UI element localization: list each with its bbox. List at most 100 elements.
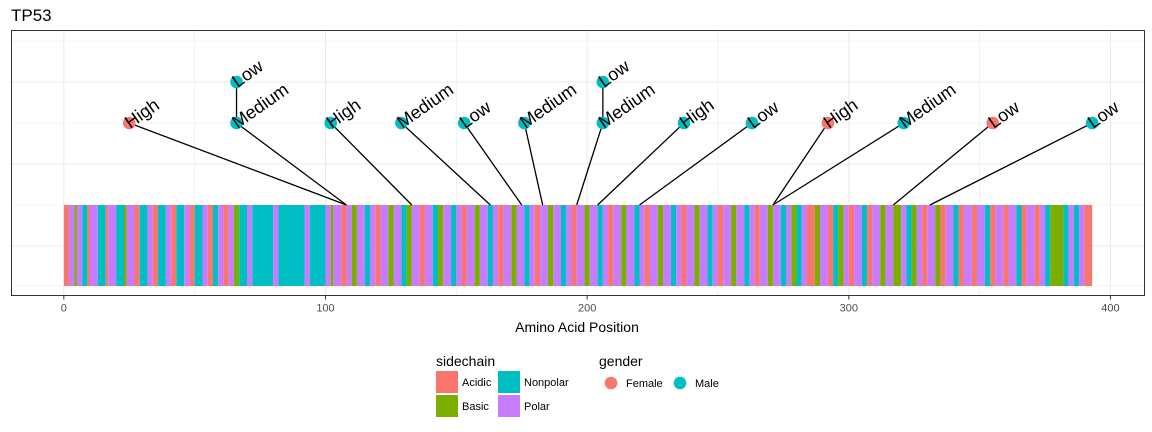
residue-segment <box>87 205 90 286</box>
mutation-point <box>395 116 408 130</box>
residue-segment <box>801 205 807 286</box>
residue-segment <box>202 205 208 286</box>
residue-segment <box>717 205 724 286</box>
residue-segment <box>419 205 425 286</box>
residue-segment <box>346 205 352 286</box>
residue-segment <box>165 205 172 286</box>
residue-segment <box>916 205 923 286</box>
residue-segment <box>626 205 635 286</box>
residue-segment <box>676 205 682 286</box>
residue-segment <box>608 205 614 286</box>
residue-segment <box>712 205 718 286</box>
residue-segment <box>411 205 420 286</box>
mutation-point <box>897 116 911 130</box>
residue-segment <box>984 205 991 286</box>
residue-segment <box>218 205 224 286</box>
residue-segment <box>754 205 760 286</box>
residue-segment <box>393 205 402 286</box>
legend-label-nonpolar: Nonpolar <box>524 377 569 389</box>
residue-segment <box>97 205 106 286</box>
residue-segment <box>524 205 530 286</box>
residue-segment <box>105 205 109 286</box>
residue-segment <box>872 205 881 286</box>
residue-segment <box>1063 205 1069 286</box>
mutation-connectors <box>129 82 1093 206</box>
residue-segment <box>736 205 745 286</box>
residue-segment <box>749 205 755 286</box>
residue-segment <box>333 205 342 286</box>
legend-sidechain-title: sidechain <box>436 353 495 369</box>
mutation-point <box>596 75 610 89</box>
residue-segment <box>613 205 622 286</box>
residue-segment <box>995 205 1004 286</box>
mutation-points <box>122 75 1099 130</box>
residue-segment <box>487 205 493 286</box>
residue-segment <box>233 205 240 286</box>
chart-title: TP53 <box>11 6 52 25</box>
residue-segment <box>451 205 457 286</box>
residue-segment <box>977 205 985 286</box>
residue-segment <box>767 205 773 286</box>
residue-segment <box>351 205 357 286</box>
residue-segment <box>325 205 331 286</box>
residue-segment <box>990 205 996 286</box>
mutation-point <box>821 116 835 130</box>
mutation-connector <box>639 122 753 206</box>
residue-segment <box>516 205 525 286</box>
legend-label-polar: Polar <box>524 401 550 413</box>
residue-segment <box>212 205 219 286</box>
residue-segment <box>922 205 928 286</box>
mutation-point <box>230 75 243 89</box>
residue-segment <box>76 205 83 286</box>
residue-segment <box>388 205 394 286</box>
residue-segment <box>171 205 177 286</box>
mutation-connector <box>772 122 905 206</box>
residue-segment <box>796 205 802 286</box>
legend-gender-title: gender <box>599 353 643 369</box>
residue-segment <box>466 205 475 286</box>
residue-segment <box>1045 205 1051 286</box>
mutation-connector <box>929 122 1093 206</box>
residue-segment <box>602 205 609 286</box>
legend-swatch-acidic <box>436 371 458 393</box>
residue-segment <box>911 205 917 286</box>
mutation-point <box>518 116 531 130</box>
residue-segment <box>953 205 959 286</box>
residue-segment <box>184 205 190 286</box>
residue-segment <box>547 205 554 286</box>
residue-segment <box>867 205 873 286</box>
residue-segment <box>901 205 907 286</box>
mutation-point <box>745 116 759 130</box>
legend-swatch-nonpolar <box>498 371 520 393</box>
residue-segment <box>74 205 77 286</box>
residue-segment <box>780 205 787 286</box>
x-axis-label: Amino Acid Position <box>515 319 639 335</box>
residue-segment <box>927 205 936 286</box>
residue-segment <box>621 205 627 286</box>
residue-segment <box>228 205 234 286</box>
mutation-connector <box>576 122 604 206</box>
residue-segment <box>443 205 452 286</box>
residue-segment <box>644 205 650 286</box>
residue-segment <box>207 205 213 286</box>
residue-segment <box>744 205 750 286</box>
mutation-connector <box>463 122 523 206</box>
residue-segment <box>634 205 640 286</box>
residue-segment <box>176 205 185 286</box>
residue-segment <box>540 205 548 286</box>
residue-segment <box>963 205 972 286</box>
residue-segment <box>935 205 941 286</box>
residue-segment <box>576 205 585 286</box>
mutation-point <box>986 116 1000 130</box>
residue-segment <box>63 205 70 286</box>
residue-segment <box>1003 205 1009 286</box>
residue-segment <box>670 205 677 286</box>
legend-label-basic: Basic <box>462 401 489 413</box>
mutation-connector <box>400 122 491 206</box>
residue-segment <box>456 205 462 286</box>
residue-segment <box>369 205 376 286</box>
residue-segment <box>699 205 708 286</box>
residue-segment <box>827 205 834 286</box>
residue-segment <box>438 205 444 286</box>
